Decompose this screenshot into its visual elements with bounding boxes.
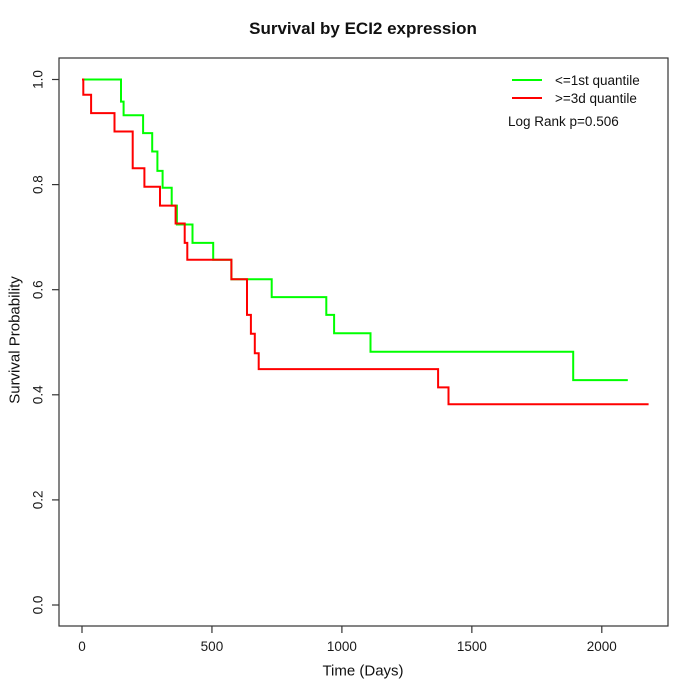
legend-label: <=1st quantile xyxy=(555,72,640,88)
legend: <=1st quantile >=3d quantile Log Rank p=… xyxy=(508,71,640,130)
x-tick-label: 500 xyxy=(201,639,224,654)
legend-item: <=1st quantile xyxy=(508,71,640,89)
y-tick-label: 1.0 xyxy=(31,70,46,89)
x-tick-label: 0 xyxy=(78,639,86,654)
legend-line-low-expression-icon xyxy=(512,78,542,82)
x-axis-title: Time (Days) xyxy=(322,662,404,680)
y-tick-label: 0.2 xyxy=(31,491,46,510)
legend-item: >=3d quantile xyxy=(508,89,640,107)
y-tick-label: 0.6 xyxy=(31,280,46,299)
legend-line-high-expression-icon xyxy=(512,96,542,100)
survival-curve-high-expression xyxy=(82,78,649,406)
x-tick-label: 2000 xyxy=(587,639,617,654)
legend-label: >=3d quantile xyxy=(555,90,637,106)
plot-box xyxy=(58,57,669,627)
y-axis-title: Survival Probability xyxy=(6,276,24,404)
y-tick-label: 0.8 xyxy=(31,175,46,194)
y-tick-label: 0.0 xyxy=(31,596,46,615)
x-tick-label: 1500 xyxy=(457,639,487,654)
y-tick-label: 0.4 xyxy=(31,385,46,404)
logrank-pvalue: Log Rank p=0.506 xyxy=(508,114,619,129)
x-tick-label: 1000 xyxy=(327,639,357,654)
chart-title: Survival by ECI2 expression xyxy=(249,19,477,38)
